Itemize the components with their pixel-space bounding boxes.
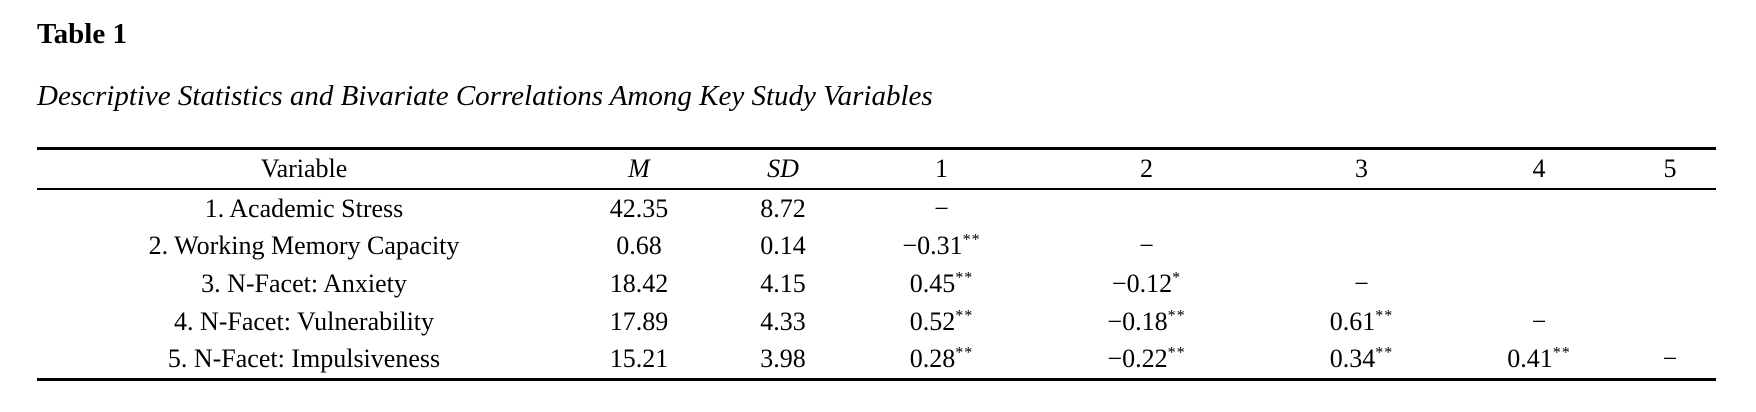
value-cell: 4.15 [760, 269, 806, 298]
correlation-table: Variable M SD 1 2 3 4 5 1. Academic Stress 42.35… [37, 147, 1716, 381]
variable-cell: 1. Academic Stress [204, 193, 404, 223]
significance-asterisks: * [1172, 269, 1182, 287]
value-cell: − [1354, 269, 1369, 298]
significance-asterisks: ** [1167, 307, 1186, 325]
column-header-variable: Variable [260, 153, 348, 183]
value-cell: 0.45** [909, 269, 974, 298]
value-cell: 0.61** [1329, 307, 1394, 336]
significance-asterisks: ** [1375, 344, 1394, 362]
table-row: 5. N-Facet: Impulsiveness 15.21 3.98 0.28**… [37, 341, 1716, 379]
table-body: 1. Academic Stress 42.35 8.72−2. Working M… [37, 189, 1716, 379]
column-header-5: 5 [1663, 153, 1677, 183]
value-cell: − [1662, 344, 1678, 374]
value-cell: 3.98 [760, 344, 806, 374]
table-head: Variable M SD 1 2 3 4 5 [37, 148, 1716, 189]
significance-asterisks: ** [1552, 344, 1571, 362]
table-number-heading: Table 1 [37, 18, 127, 50]
value-cell [1454, 227, 1624, 265]
column-header-1: 1 [935, 153, 948, 183]
header-row: Variable M SD 1 2 3 4 5 [37, 148, 1716, 189]
significance-asterisks: ** [955, 307, 974, 325]
variable-cell: 5. N-Facet: Impulsiveness [167, 344, 441, 374]
value-cell: −0.12* [1111, 269, 1182, 298]
table-row: 1. Academic Stress 42.35 8.72 − [37, 189, 1716, 227]
significance-asterisks: ** [1375, 307, 1394, 325]
value-cell [1454, 189, 1624, 227]
value-cell: − [1139, 231, 1154, 260]
value-cell: 4.33 [760, 307, 806, 336]
value-cell: −0.22** [1107, 344, 1186, 374]
value-cell [1269, 227, 1454, 265]
value-cell: 15.21 [609, 344, 669, 374]
value-cell [1624, 303, 1716, 341]
value-cell [1269, 189, 1454, 227]
significance-asterisks: ** [955, 269, 974, 287]
significance-asterisks: ** [1167, 344, 1186, 362]
value-cell: 17.89 [609, 307, 669, 336]
table-caption: Descriptive Statistics and Bivariate Cor… [37, 80, 933, 113]
value-cell: 42.35 [609, 193, 669, 223]
significance-asterisks: ** [955, 344, 974, 362]
significance-asterisks: ** [962, 231, 981, 249]
value-cell: −0.18** [1107, 307, 1186, 336]
value-cell [1024, 189, 1269, 227]
table-row: 4. N-Facet: Vulnerability 17.89 4.33 0.52**… [37, 303, 1716, 341]
value-cell: 0.14 [760, 231, 806, 260]
value-cell: 0.34** [1329, 344, 1394, 374]
table-row: 3. N-Facet: Anxiety 18.42 4.15 0.45** −0.12*… [37, 265, 1716, 303]
value-cell: 0.52** [909, 307, 974, 336]
value-cell: −0.31** [902, 231, 981, 260]
column-header-m: M [628, 153, 650, 183]
variable-cell: 3. N-Facet: Anxiety [201, 269, 407, 298]
value-cell: 0.41** [1507, 344, 1571, 374]
column-header-4: 4 [1532, 153, 1546, 183]
column-header-2: 2 [1140, 153, 1153, 183]
value-cell [1624, 265, 1716, 303]
column-header-sd: SD [767, 153, 799, 183]
value-cell: − [934, 193, 949, 223]
table-row: 2. Working Memory Capacity 0.68 0.14 −0.31*… [37, 227, 1716, 265]
variable-cell: 4. N-Facet: Vulnerability [173, 307, 435, 336]
column-header-3: 3 [1355, 153, 1368, 183]
value-cell [1624, 227, 1716, 265]
value-cell [1624, 189, 1716, 227]
value-cell: − [1531, 307, 1547, 336]
value-cell: 0.68 [616, 231, 662, 260]
variable-cell: 2. Working Memory Capacity [148, 231, 460, 260]
value-cell: 18.42 [609, 269, 669, 298]
value-cell: 8.72 [760, 193, 806, 223]
value-cell: 0.28** [909, 344, 974, 374]
value-cell [1454, 265, 1624, 303]
